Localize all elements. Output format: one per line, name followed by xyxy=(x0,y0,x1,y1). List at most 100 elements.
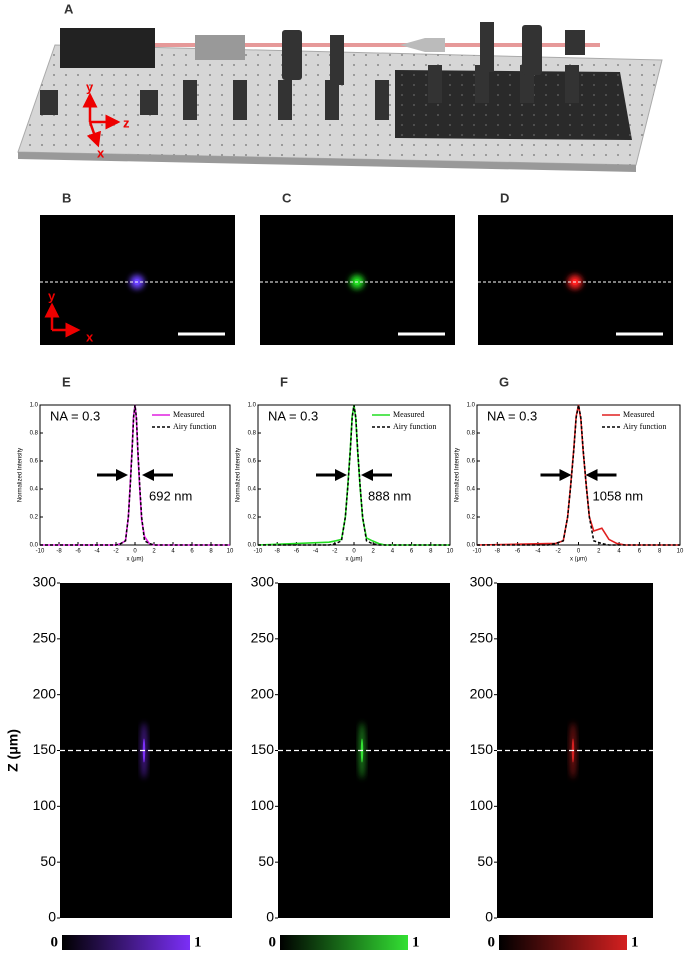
y-tick-label: 0.6 xyxy=(467,459,476,465)
colorbar-label: 1 xyxy=(631,934,639,950)
x-tick-label: 2 xyxy=(597,549,601,555)
x-tick-label: -6 xyxy=(515,549,521,555)
series-line xyxy=(258,404,450,546)
colorbar-label: 0 xyxy=(488,934,496,950)
y-tick-label: 300 xyxy=(33,574,57,590)
x-tick-label: 10 xyxy=(447,549,454,555)
y-tick-label: 300 xyxy=(251,574,275,590)
y-tick-label: 0.4 xyxy=(467,487,476,493)
y-tick-label: 150 xyxy=(33,741,57,757)
y-tick-label: 200 xyxy=(470,685,494,701)
x-tick-label: -8 xyxy=(495,549,501,555)
x-axis-label: x (μm) xyxy=(345,557,362,563)
x-tick-label: 0 xyxy=(352,549,356,555)
colorbar xyxy=(280,935,408,950)
y-tick-label: 50 xyxy=(258,853,274,869)
y-tick-label: 0.0 xyxy=(248,543,257,549)
y-tick-label: 0 xyxy=(48,909,56,925)
y-axis-label: Z (μm) xyxy=(5,729,21,772)
x-axis-label: x (μm) xyxy=(126,557,143,563)
y-tick-label: 1.0 xyxy=(248,403,257,409)
fwhm-label: 888 nm xyxy=(368,488,411,503)
y-tick-label: 50 xyxy=(40,853,56,869)
x-tick-label: 6 xyxy=(410,549,414,555)
legend-label: Airy function xyxy=(393,422,436,431)
x-tick-label: -8 xyxy=(275,549,281,555)
panel-label: E xyxy=(62,374,71,389)
x-tick-label: 2 xyxy=(152,549,156,555)
y-tick-label: 0.6 xyxy=(248,459,257,465)
y-tick-label: 200 xyxy=(33,685,57,701)
x-tick-label: -2 xyxy=(332,549,338,555)
panel-label: G xyxy=(499,374,509,389)
colorbar-label: 0 xyxy=(269,934,277,950)
y-tick-label: 50 xyxy=(477,853,493,869)
y-tick-label: 0.6 xyxy=(30,459,39,465)
annotation: NA = 0.3 xyxy=(487,408,537,423)
y-tick-label: 250 xyxy=(470,630,494,646)
panel-label: D xyxy=(500,190,509,205)
x-tick-label: -2 xyxy=(113,549,119,555)
x-tick-label: 2 xyxy=(372,549,376,555)
y-tick-label: 0.2 xyxy=(30,515,39,521)
axis-label: x xyxy=(86,329,94,344)
y-tick-label: 0 xyxy=(266,909,274,925)
colorbar-label: 1 xyxy=(412,934,420,950)
y-tick-label: 1.0 xyxy=(467,403,476,409)
x-tick-label: -6 xyxy=(75,549,81,555)
fwhm-label: 1058 nm xyxy=(593,488,644,503)
axis-label: y xyxy=(48,288,56,303)
panel-label: C xyxy=(282,190,292,205)
x-tick-label: 4 xyxy=(391,549,395,555)
series-line xyxy=(477,404,680,546)
x-tick-label: 8 xyxy=(658,549,662,555)
x-tick-label: 6 xyxy=(638,549,642,555)
y-tick-label: 150 xyxy=(470,741,494,757)
x-tick-label: 8 xyxy=(209,549,213,555)
y-tick-label: 100 xyxy=(470,797,494,813)
x-tick-label: -4 xyxy=(535,549,541,555)
y-tick-label: 0.8 xyxy=(467,431,476,437)
y-tick-label: 300 xyxy=(470,574,494,590)
x-axis-label: x (μm) xyxy=(570,557,587,563)
y-tick-label: 250 xyxy=(251,630,275,646)
y-axis-label: Normalized Intensity xyxy=(18,448,24,502)
legend-label: Measured xyxy=(623,410,655,419)
y-tick-label: 250 xyxy=(33,630,57,646)
x-tick-label: -10 xyxy=(36,549,45,555)
colorbar xyxy=(499,935,627,950)
x-tick-label: 0 xyxy=(133,549,137,555)
panel-label: B xyxy=(62,190,71,205)
y-axis-label: Normalized Intensity xyxy=(455,448,461,502)
x-tick-label: -10 xyxy=(473,549,482,555)
axis-label: z xyxy=(123,115,130,130)
y-tick-label: 0.4 xyxy=(248,487,257,493)
y-tick-label: 100 xyxy=(33,797,57,813)
y-tick-label: 1.0 xyxy=(30,403,39,409)
x-tick-label: -4 xyxy=(313,549,319,555)
annotation: NA = 0.3 xyxy=(50,408,100,423)
y-tick-label: 0 xyxy=(485,909,493,925)
annotation: NA = 0.3 xyxy=(268,408,318,423)
x-tick-label: 4 xyxy=(171,549,175,555)
colorbar-label: 0 xyxy=(51,934,59,950)
axis-label: x xyxy=(97,145,105,160)
y-tick-label: 0.2 xyxy=(467,515,476,521)
colorbar xyxy=(62,935,190,950)
y-tick-label: 200 xyxy=(251,685,275,701)
apparatus xyxy=(17,22,663,172)
x-tick-label: 4 xyxy=(617,549,621,555)
x-tick-label: -6 xyxy=(294,549,300,555)
x-tick-label: -4 xyxy=(94,549,100,555)
x-tick-label: 10 xyxy=(677,549,684,555)
fwhm-label: 692 nm xyxy=(149,488,192,503)
panel-label: A xyxy=(64,1,74,16)
y-tick-label: 0.2 xyxy=(248,515,257,521)
y-tick-label: 0.0 xyxy=(467,543,476,549)
y-tick-label: 0.0 xyxy=(30,543,39,549)
y-tick-label: 150 xyxy=(251,741,275,757)
x-tick-label: 10 xyxy=(227,549,234,555)
colorbar-label: 1 xyxy=(194,934,202,950)
x-tick-label: 0 xyxy=(577,549,581,555)
